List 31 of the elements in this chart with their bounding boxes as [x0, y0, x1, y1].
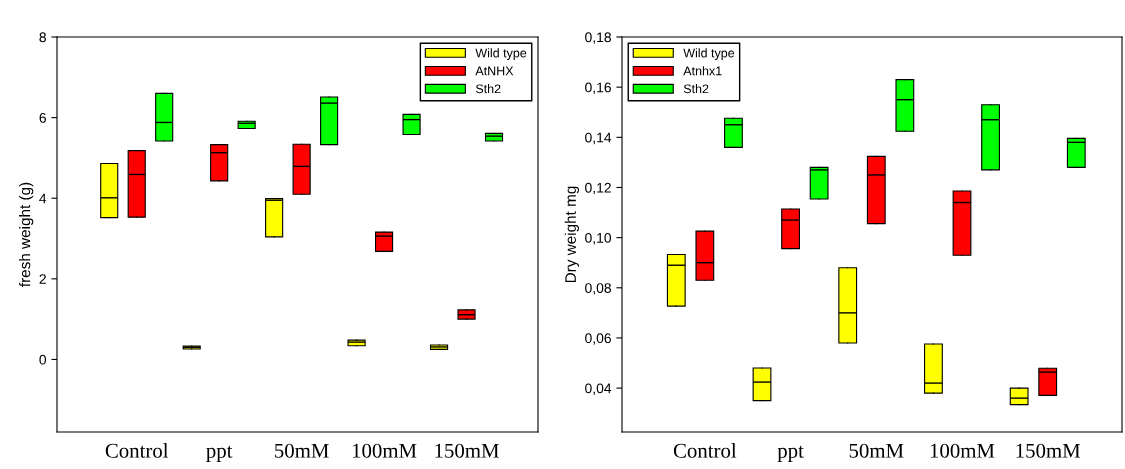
y-tick-label: 0,12 [585, 182, 611, 195]
legend-label: Atnhx1 [683, 66, 722, 76]
x-tick-label: ppt [777, 445, 804, 462]
x-tick-label: 50mM [275, 443, 329, 458]
y-axis-title: Dry weight mg [564, 186, 579, 283]
legend-label: Wild type [475, 48, 527, 60]
x-tick-label: ppt [206, 445, 233, 462]
y-tick-label: 0 [39, 354, 47, 365]
y-tick-label: 6 [39, 112, 46, 123]
legend-label: AtNHX [475, 66, 514, 76]
x-tick-label: Control [105, 443, 169, 458]
y-tick-label: 2 [39, 274, 46, 284]
legend-label: Wild type [683, 48, 735, 60]
legend-label: Sth2 [475, 84, 501, 94]
y-tick-label: 0,14 [585, 132, 612, 145]
x-tick-label: Control [673, 443, 737, 458]
x-tick-label: 100mM [930, 443, 995, 458]
y-tick-label: 8 [39, 32, 46, 43]
y-tick-label: 4 [39, 193, 47, 204]
y-tick-label: 0,04 [585, 383, 612, 395]
y-tick-label: 0,08 [585, 283, 611, 295]
y-tick-label: 0,06 [585, 333, 611, 345]
y-tick-label: 0,16 [585, 82, 611, 94]
legend-label: Sth2 [683, 84, 709, 94]
x-tick-label: 150mM [435, 443, 499, 458]
y-tick-label: 0,18 [585, 32, 611, 44]
x-tick-label: 100mM [352, 443, 417, 458]
x-tick-label: 150mM [1016, 443, 1081, 458]
y-tick-label: 0,10 [585, 232, 612, 245]
y-axis-title: fresh weight (g) [19, 182, 34, 287]
x-tick-label: 50mM [849, 443, 904, 458]
